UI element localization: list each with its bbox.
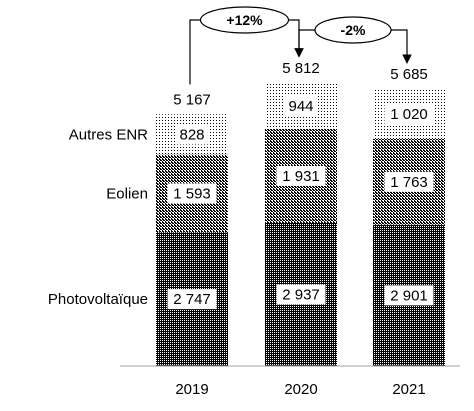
x-tick-labels-group: 2019 2020 2021 (175, 381, 425, 398)
value-label-box (176, 124, 208, 145)
value-label-photovoltaique-2021: 2 901 (390, 287, 428, 304)
value-label-eolien-2021: 1 763 (390, 174, 428, 191)
value-label-box (276, 284, 326, 305)
value-label-box (384, 285, 434, 306)
x-tick-label-2020: 2020 (284, 381, 317, 398)
growth-annotations-group: +12% -2% (189, 6, 412, 85)
value-label-autres-enr-2019: 828 (179, 126, 204, 143)
growth-label-2019-2020: +12% (226, 12, 263, 28)
value-label-box (167, 183, 217, 204)
value-labels-group: 2 747 2 937 2 901 1 593 1 931 1 763 828 944 1 02… (167, 60, 434, 310)
growth-badge (314, 16, 392, 44)
value-label-photovoltaique-2020: 2 937 (282, 286, 320, 303)
x-tick-label-2021: 2021 (392, 381, 425, 398)
x-tick-label-2019: 2019 (175, 381, 208, 398)
series-label-photovoltaique: Photovoltaïque (48, 291, 148, 308)
value-label-eolien-2019: 1 593 (173, 185, 211, 202)
total-label-2020: 5 812 (282, 60, 320, 77)
series-labels-group: Photovoltaïque Eolien Autres ENR (48, 126, 148, 308)
series-label-eolien: Eolien (106, 185, 148, 202)
series-label-autres-enr: Autres ENR (69, 126, 148, 143)
value-label-autres-enr-2020: 944 (288, 98, 313, 115)
growth-label-2020-2021: -2% (341, 22, 366, 38)
total-label-2019: 5 167 (173, 91, 211, 108)
growth-badge (199, 6, 290, 34)
value-label-box (167, 289, 217, 310)
value-label-box (285, 95, 317, 116)
value-label-autres-enr-2021: 1 020 (390, 106, 428, 123)
value-label-box (276, 165, 326, 186)
total-label-2021: 5 685 (390, 66, 428, 83)
value-label-photovoltaique-2019: 2 747 (173, 291, 211, 308)
value-label-eolien-2020: 1 931 (282, 168, 320, 185)
value-label-box (384, 104, 434, 125)
value-label-box (384, 171, 434, 192)
